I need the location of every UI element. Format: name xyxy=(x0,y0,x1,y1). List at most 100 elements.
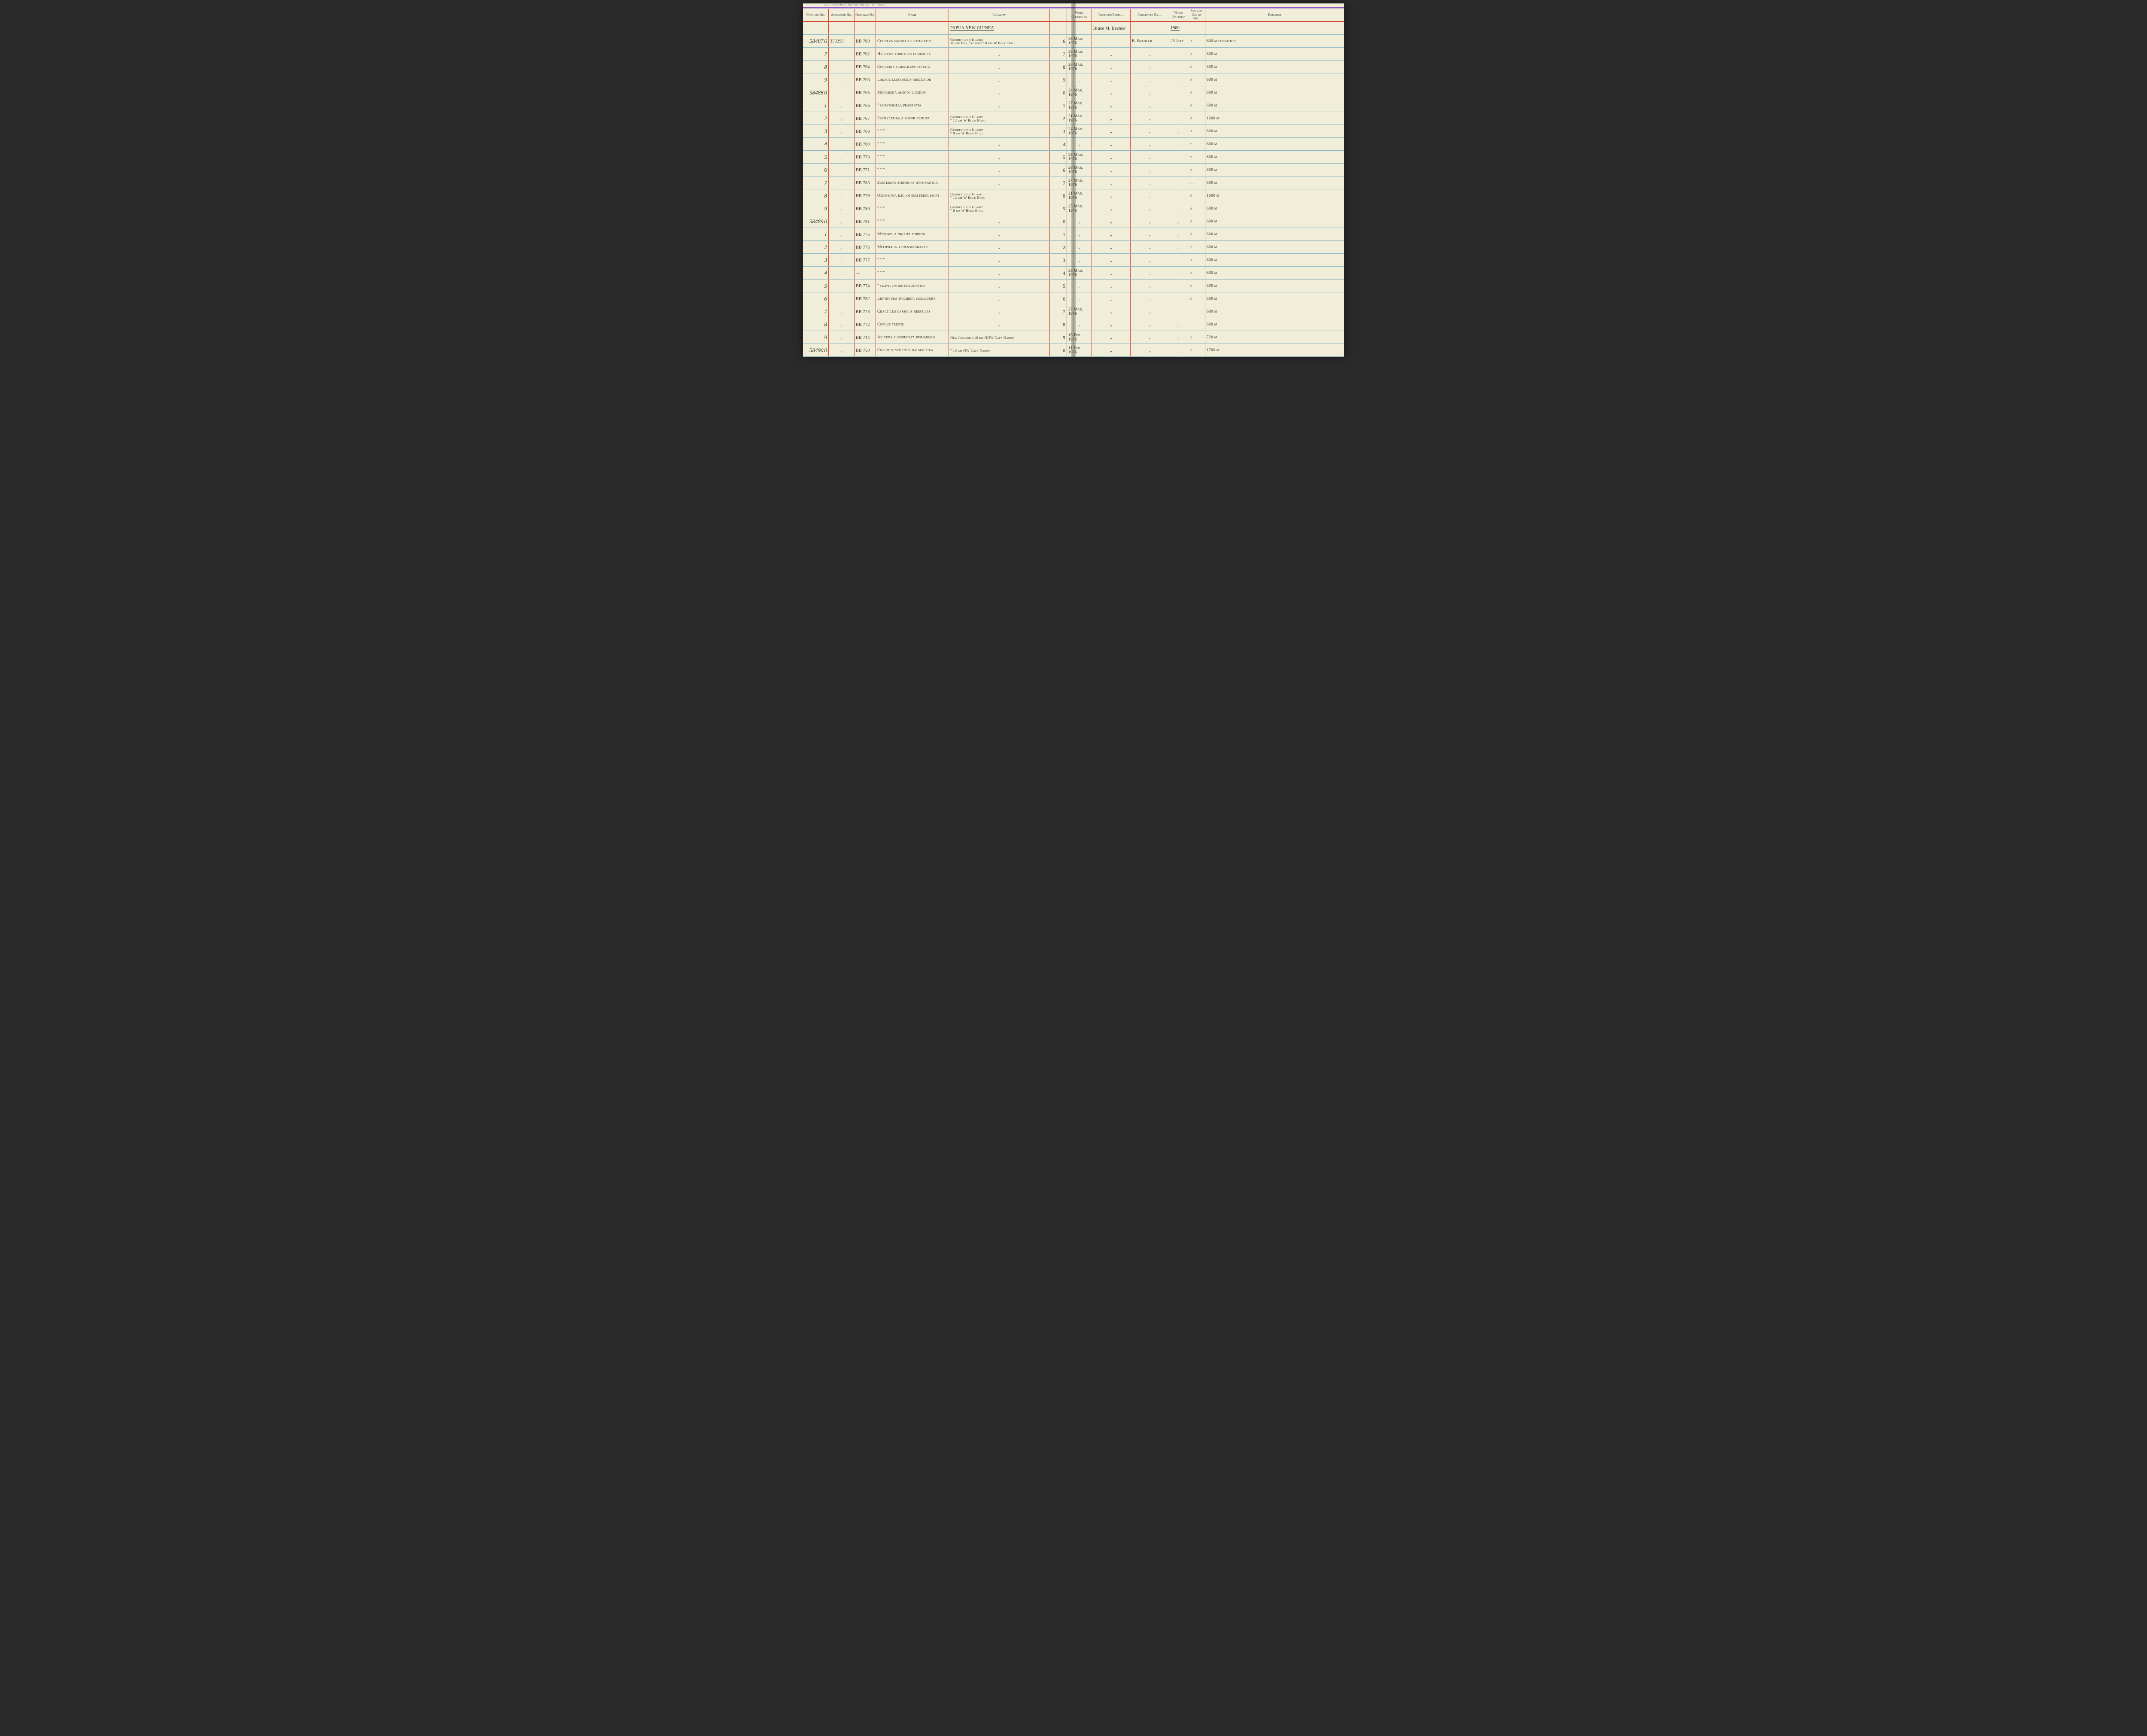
cell-remarks: 600 m xyxy=(1205,125,1344,138)
cell-locality: „ xyxy=(949,99,1050,112)
cell-catalog: 5 xyxy=(803,151,829,164)
cell-idx2: 8 xyxy=(1058,189,1067,202)
cell-locality: Goodenough Island:Milne Bay Province: 8 … xyxy=(949,35,1050,48)
cell-spine xyxy=(1050,254,1058,267)
hdr-accession: Accession No. xyxy=(829,9,855,21)
title-locality: PAPUA NEW GUINEA xyxy=(949,22,1050,35)
cell-collected: „ xyxy=(1131,344,1169,357)
cell-accession: „ xyxy=(829,202,855,215)
cell-accession: „ xyxy=(829,344,855,357)
cell-received: „ xyxy=(1092,138,1131,151)
cell-spine xyxy=(1050,112,1058,125)
cell-name: Coracina schisticeps vittata xyxy=(876,61,949,73)
ledger-row: 3„BB 768" " "Goodenough Island:" 8 km W … xyxy=(803,125,1344,138)
ledger-row: 7„BB 762Halcyon torotoro ochracea„725 Ma… xyxy=(803,48,1344,61)
cell-locality: " 15 km NW Cape Narum xyxy=(949,344,1050,357)
cell-remarks: 600 m xyxy=(1205,176,1344,189)
cell-collected: B. Beehler xyxy=(1131,35,1169,48)
cell-received: „ xyxy=(1092,215,1131,228)
cell-remarks: 600 m xyxy=(1205,305,1344,318)
cell-received: „ xyxy=(1092,112,1131,125)
cell-received: „ xyxy=(1092,151,1131,164)
cell-idx2: 4 xyxy=(1058,138,1067,151)
cell-remarks: 600 m xyxy=(1205,151,1344,164)
cell-catalog: 6 xyxy=(803,292,829,305)
cell-accession: „ xyxy=(829,305,855,318)
cell-when: 11 Feb. 1976 xyxy=(1067,344,1092,357)
cell-spine xyxy=(1050,267,1058,280)
cell-idx2: 1 xyxy=(1058,228,1067,241)
cell-idx2: 0 xyxy=(1058,215,1067,228)
ledger-rows: PAPUA NEW GUINEA Bruce M. Beehler 1980 5… xyxy=(803,22,1344,357)
cell-spine xyxy=(1050,61,1058,73)
hdr-received: Received From— xyxy=(1092,9,1131,21)
cell-catalog: 2 xyxy=(803,241,829,254)
cell-entered: „ xyxy=(1169,344,1188,357)
cell-sex: ♀ xyxy=(1188,344,1205,357)
title-row: PAPUA NEW GUINEA Bruce M. Beehler 1980 xyxy=(803,22,1344,35)
cell-idx2: 9 xyxy=(1058,73,1067,86)
cell-original: BB 771 xyxy=(855,164,876,176)
cell-when: 21 Mar. 1976 xyxy=(1067,112,1092,125)
title-entered: 1980 xyxy=(1169,22,1188,35)
cell-idx2: 3 xyxy=(1058,254,1067,267)
cell-original: BB 760 xyxy=(855,35,876,48)
cell-idx2: 4 xyxy=(1058,267,1067,280)
ledger-row: 4BB 769" " "„4„„„„♀600 m xyxy=(803,138,1344,151)
cell-original: BB 781 xyxy=(855,215,876,228)
cell-collected: „ xyxy=(1131,202,1169,215)
cell-received: „ xyxy=(1092,164,1131,176)
cell-locality: „ xyxy=(949,215,1050,228)
cell-spine xyxy=(1050,176,1058,189)
cell-entered: „ xyxy=(1169,138,1188,151)
cell-sex: ♂ xyxy=(1188,125,1205,138)
cell-sex: ♂ xyxy=(1188,189,1205,202)
hdr-entered: When Entered xyxy=(1169,9,1188,21)
cell-sex: ♂ xyxy=(1188,35,1205,48)
cell-idx2: 7 xyxy=(1058,48,1067,61)
cell-entered: „ xyxy=(1169,86,1188,99)
cell-when: 26 Mar. 1976 xyxy=(1067,61,1092,73)
cell-sex: ♂ xyxy=(1188,73,1205,86)
cell-collected: „ xyxy=(1131,99,1169,112)
cell-catalog: 7 xyxy=(803,305,829,318)
cell-accession: „ xyxy=(829,267,855,280)
cell-collected: „ xyxy=(1131,176,1169,189)
cell-name: Myzomela nigrita forbesi xyxy=(876,228,949,241)
cell-collected: „ xyxy=(1131,86,1169,99)
cell-accession: „ xyxy=(829,48,855,61)
cell-accession: 353298 xyxy=(829,35,855,48)
cell-original: BB 775 xyxy=(855,228,876,241)
cell-spine xyxy=(1050,228,1058,241)
cell-entered: „ xyxy=(1169,112,1188,125)
cell-accession: „ xyxy=(829,280,855,292)
ledger-row: 584890„BB 781" " "„0„„„„♂600 m xyxy=(803,215,1344,228)
cell-when: 27 Mar. 1976 xyxy=(1067,176,1092,189)
cell-name: Aviceda subcristata bismarckii xyxy=(876,331,949,344)
cell-when: „ xyxy=(1067,292,1092,305)
cell-catalog: 584900 xyxy=(803,344,829,357)
cell-remarks: 600 m xyxy=(1205,73,1344,86)
cell-spine xyxy=(1050,48,1058,61)
cell-received: „ xyxy=(1092,305,1131,318)
cell-catalog: 4 xyxy=(803,267,829,280)
cell-catalog: 8 xyxy=(803,61,829,73)
cell-received: „ xyxy=(1092,176,1131,189)
cell-sex xyxy=(1188,318,1205,331)
ledger-row: 8„BB 772Corvus tristis„8„„„„600 m xyxy=(803,318,1344,331)
cell-locality: „ xyxy=(949,267,1050,280)
cell-accession: „ xyxy=(829,176,855,189)
cell-collected: „ xyxy=(1131,138,1169,151)
cell-sex: ♂ xyxy=(1188,86,1205,99)
cell-catalog: 6 xyxy=(803,164,829,176)
cell-collected: „ xyxy=(1131,241,1169,254)
cell-remarks: 1600 m xyxy=(1205,189,1344,202)
cell-spine xyxy=(1050,189,1058,202)
cell-spine xyxy=(1050,344,1058,357)
cell-accession: „ xyxy=(829,292,855,305)
cell-idx2: 5 xyxy=(1058,280,1067,292)
cell-remarks: 600 m xyxy=(1205,318,1344,331)
cell-spine xyxy=(1050,86,1058,99)
cell-received: „ xyxy=(1092,73,1131,86)
cell-original: — xyxy=(855,267,876,280)
